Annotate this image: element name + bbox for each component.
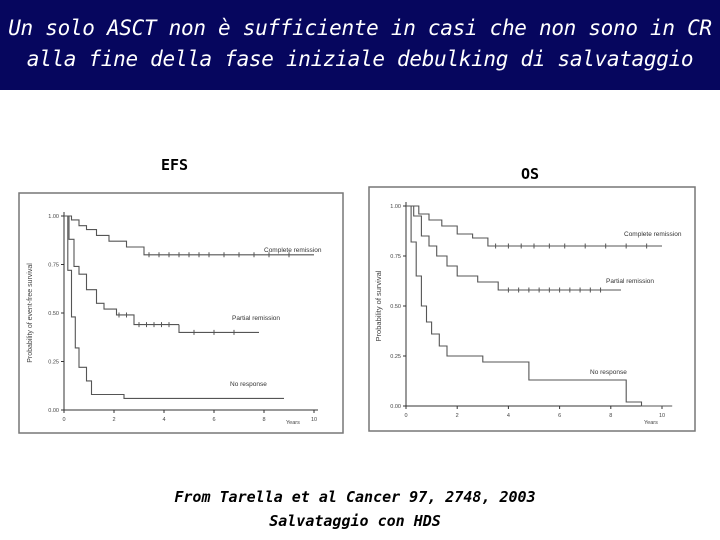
survival-curve-complete-remission [406,205,662,247]
series-label: Complete remission [264,247,322,254]
slide-title-line-1: Un solo ASCT non è sufficiente in casi c… [8,16,712,40]
survival-curve-no-response [64,215,284,399]
source-citation: From Tarella et al Cancer 97, 2748, 2003 [174,488,536,506]
series-label: Partial remission [606,278,654,285]
x-tick-label: 4 [507,413,510,419]
survival-curve-no-response [406,205,673,407]
x-tick-label: 10 [659,413,665,419]
x-tick-label: 6 [558,413,561,419]
series-label: Complete remission [624,231,682,238]
y-tick-label: 0.25 [390,354,401,360]
series-label: No response [590,369,627,376]
y-tick-label: 1.00 [48,214,59,220]
y-tick-label: 0.25 [48,360,59,366]
x-tick-label: 0 [404,413,407,419]
efs-panel-label: EFS [161,156,189,174]
x-tick-label: 10 [311,417,317,423]
chart-frame [368,186,696,432]
x-tick-label: 6 [212,417,215,423]
y-tick-label: 0.50 [48,311,59,317]
y-tick-label: 0.50 [390,304,401,310]
slide-title-line-2: alla fine della fase iniziale debulking … [26,47,694,71]
y-tick-label: 0.00 [48,408,59,414]
efs-survival-chart: 0.00 0.25 0.50 0.75 1.00 0 2 4 6 8 10 Years Probabil… [18,192,344,434]
x-tick-label: 2 [112,417,115,423]
survival-curve-complete-remission [64,215,314,256]
x-tick-label: 0 [62,417,65,423]
y-tick-label: 0.75 [48,263,59,269]
y-tick-label: 0.75 [390,254,401,260]
source-subtitle: Salvataggio con HDS [269,512,441,530]
survival-curve-partial-remission [406,205,621,291]
x-tick-label: 2 [456,413,459,419]
series-label: No response [230,381,267,388]
chart-frame [18,192,344,434]
y-tick-label: 0.00 [390,404,401,410]
x-tick-label: 8 [262,417,265,423]
y-tick-label: 1.00 [390,204,401,210]
x-tick-label: 4 [162,417,165,423]
survival-curve-partial-remission-tail [178,324,259,333]
y-axis-title: Probability of survival [374,270,383,341]
x-axis-title: Years [644,420,658,426]
x-axis-title: Years [286,420,300,426]
os-panel-label: OS [521,165,540,183]
series-label: Partial remission [232,315,280,322]
title-bar: Un solo ASCT non è sufficiente in casi c… [0,0,720,90]
y-axis-title: Probability of event-free survival [27,263,34,363]
x-tick-label: 8 [609,413,612,419]
